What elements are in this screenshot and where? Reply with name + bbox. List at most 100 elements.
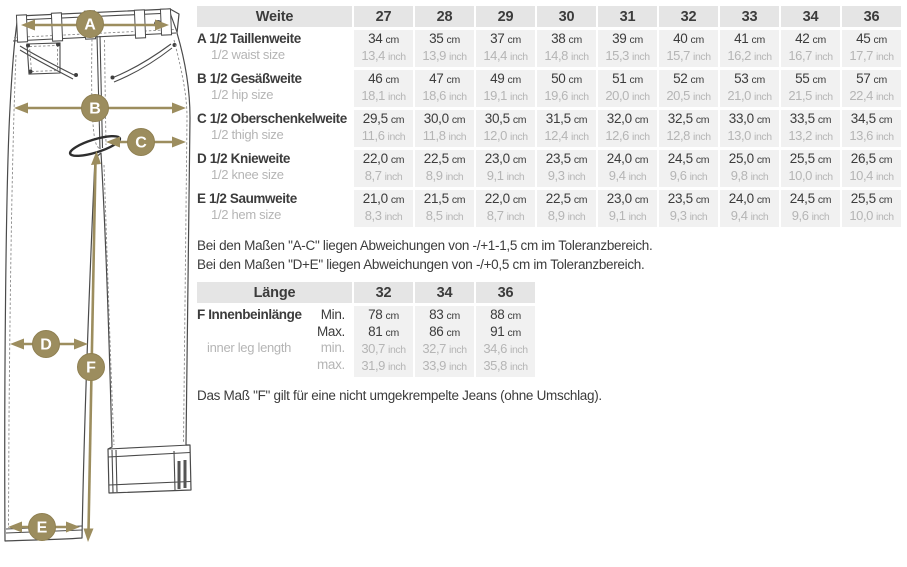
marker-letter-B: B: [89, 101, 101, 118]
measure-value-cell: 21,5 cm 8,5 inch: [415, 190, 474, 227]
length-col-header: 36: [476, 282, 535, 303]
measure-value-cell: 25,5 cm 10,0 inch: [781, 150, 840, 187]
measure-value-cell: 23,5 cm 9,3 inch: [659, 190, 718, 227]
tolerance-notes: Bei den Maßen "A-C" liegen Abweichungen …: [197, 236, 903, 274]
size-col-header: 30: [537, 6, 596, 27]
jeans-measurement-diagram: A B C D E F: [4, 8, 192, 542]
measure-value-cell: 55 cm 21,5 inch: [781, 70, 840, 107]
inner-leg-value-cell: 88 cm 91 cm 34,6 inch 35,8 inch: [476, 306, 535, 377]
measure-value-cell: 25,0 cm 9,8 inch: [720, 150, 779, 187]
size-col-header: 27: [354, 6, 413, 27]
measure-value-cell: 33,0 cm 13,0 inch: [720, 110, 779, 147]
measure-value-cell: 57 cm 22,4 inch: [842, 70, 901, 107]
measure-value-cell: 24,5 cm 9,6 inch: [781, 190, 840, 227]
right-inseam-stitch: [103, 164, 115, 446]
note-f: Das Maß "F" gilt für eine nicht umgekrem…: [197, 388, 602, 403]
measure-value-cell: 22,0 cm 8,7 inch: [354, 150, 413, 187]
measure-value-cell: 38 cm 14,8 inch: [537, 30, 596, 67]
measure-value-cell: 33,5 cm 13,2 inch: [781, 110, 840, 147]
measure-arrow-F: [83, 151, 101, 542]
measure-value-cell: 23,5 cm 9,3 inch: [537, 150, 596, 187]
inner-leg-value-cell: 83 cm 86 cm 32,7 inch 33,9 inch: [415, 306, 474, 377]
right-outer-seam-stitch: [173, 39, 188, 444]
left-pocket-stitch-curve: [19, 49, 74, 80]
length-table-header-label: Länge: [197, 282, 352, 303]
measure-value-cell: 24,0 cm 9,4 inch: [598, 150, 657, 187]
marker-letter-E: E: [37, 520, 48, 537]
measure-value-cell: 22,5 cm 8,9 inch: [415, 150, 474, 187]
measure-value-cell: 51 cm 20,0 inch: [598, 70, 657, 107]
coin-pocket-stitch: [29, 45, 58, 72]
size-col-header: 34: [781, 6, 840, 27]
marker-letter-F: F: [86, 360, 96, 377]
length-col-header: 34: [415, 282, 474, 303]
tolerance-note-ac: Bei den Maßen "A-C" liegen Abweichungen …: [197, 238, 653, 253]
measure-row-label: B 1/2 Gesäßweite 1/2 hip size: [197, 70, 352, 107]
cuff-left-edge-2: [115, 449, 118, 493]
size-col-header: 28: [415, 6, 474, 27]
measure-markers: A B C D E F: [28, 10, 155, 541]
measure-value-cell: 22,0 cm 8,7 inch: [476, 190, 535, 227]
size-table-header-label: Weite: [197, 6, 352, 27]
cuff-top-line: [107, 444, 191, 450]
measure-value-cell: 30,0 cm 11,8 inch: [415, 110, 474, 147]
measure-value-cell: 29,5 cm 11,6 inch: [354, 110, 413, 147]
size-col-header: 31: [598, 6, 657, 27]
measure-value-cell: 34 cm 13,4 inch: [354, 30, 413, 67]
measure-value-cell: 40 cm 15,7 inch: [659, 30, 718, 67]
size-table: Weite 27 28 29 30 31 32 33 34 36 A 1/2 Taillenwei…: [197, 6, 903, 227]
measure-value-cell: 23,0 cm 9,1 inch: [598, 190, 657, 227]
cuff-fold-line: [107, 451, 191, 458]
measure-value-cell: 23,0 cm 9,1 inch: [476, 150, 535, 187]
size-col-header: 29: [476, 6, 535, 27]
measure-value-cell: 26,5 cm 10,4 inch: [842, 150, 901, 187]
marker-letter-D: D: [40, 337, 52, 354]
measure-value-cell: 42 cm 16,7 inch: [781, 30, 840, 67]
measure-value-cell: 30,5 cm 12,0 inch: [476, 110, 535, 147]
inner-leg-value-cell: 78 cm 81 cm 30,7 inch 31,9 inch: [354, 306, 413, 377]
measure-value-cell: 41 cm 16,2 inch: [720, 30, 779, 67]
inner-leg-row-label: F Innenbeinlänge inner leg length Min. Max.…: [197, 306, 352, 377]
measure-row-label: E 1/2 Saumweite 1/2 hem size: [197, 190, 352, 227]
measure-value-cell: 32,0 cm 12,6 inch: [598, 110, 657, 147]
measure-value-cell: 24,5 cm 9,6 inch: [659, 150, 718, 187]
measure-value-cell: 46 cm 18,1 inch: [354, 70, 413, 107]
rivet-icons: [26, 42, 177, 80]
measure-value-cell: 31,5 cm 12,4 inch: [537, 110, 596, 147]
tolerance-note-de: Bei den Maßen "D+E" liegen Abweichungen …: [197, 257, 645, 272]
left-pocket-curve: [19, 45, 75, 76]
fly-right-stitch: [104, 39, 107, 146]
fly-j-stitch: [91, 38, 101, 150]
right-pocket-curve: [111, 43, 172, 79]
measurement-tables: Weite 27 28 29 30 31 32 33 34 36 A 1/2 Taillenwei…: [197, 6, 903, 405]
measure-value-cell: 35 cm 13,9 inch: [415, 30, 474, 67]
measure-value-cell: 53 cm 21,0 inch: [720, 70, 779, 107]
measure-value-cell: 45 cm 17,7 inch: [842, 30, 901, 67]
marker-letter-C: C: [135, 135, 147, 152]
measure-value-cell: 21,0 cm 8,3 inch: [354, 190, 413, 227]
measure-value-cell: 47 cm 18,6 inch: [415, 70, 474, 107]
measure-value-cell: 39 cm 15,3 inch: [598, 30, 657, 67]
measure-value-cell: 49 cm 19,1 inch: [476, 70, 535, 107]
right-pocket-stitch-curve: [113, 47, 173, 83]
measure-row-label: A 1/2 Taillenweite 1/2 waist size: [197, 30, 352, 67]
measure-value-cell: 34,5 cm 13,6 inch: [842, 110, 901, 147]
marker-letter-A: A: [84, 17, 96, 34]
measure-value-cell: 25,5 cm 10,0 inch: [842, 190, 901, 227]
cuff-bottom-stitch: [108, 480, 191, 486]
cuff-left-edge: [111, 449, 114, 493]
size-col-header: 36: [842, 6, 901, 27]
size-col-header: 32: [659, 6, 718, 27]
measure-value-cell: 32,5 cm 12,8 inch: [659, 110, 718, 147]
size-col-header: 33: [720, 6, 779, 27]
length-col-header: 32: [354, 282, 413, 303]
measure-value-cell: 37 cm 14,4 inch: [476, 30, 535, 67]
length-table: Länge 32 34 36 F Innenbeinlänge inner leg le…: [197, 282, 903, 377]
measure-value-cell: 24,0 cm 9,4 inch: [720, 190, 779, 227]
measure-value-cell: 52 cm 20,5 inch: [659, 70, 718, 107]
measure-row-label: D 1/2 Knieweite 1/2 knee size: [197, 150, 352, 187]
measure-value-cell: 22,5 cm 8,9 inch: [537, 190, 596, 227]
cuff-selvedge-line: [173, 450, 176, 491]
measure-value-cell: 50 cm 19,6 inch: [537, 70, 596, 107]
